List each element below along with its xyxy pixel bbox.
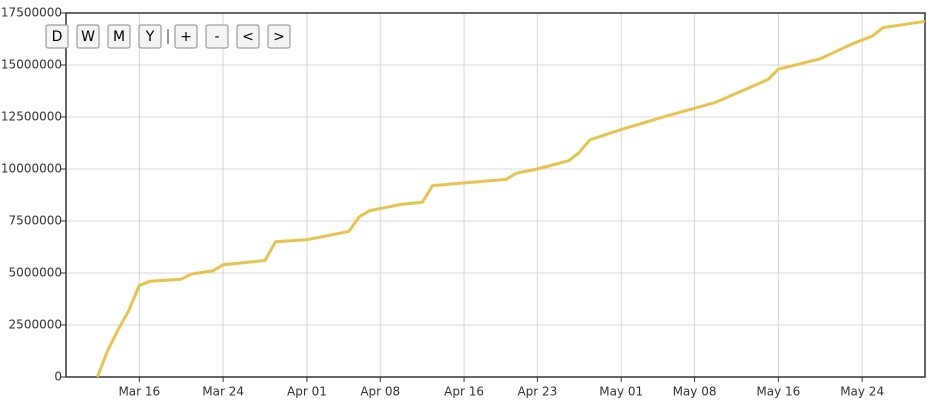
button-label: W bbox=[81, 29, 95, 45]
button-face bbox=[107, 24, 131, 49]
control-button[interactable]: < bbox=[236, 24, 260, 49]
y-tick-label: 5000000 bbox=[9, 266, 62, 280]
x-tick-label: May 16 bbox=[756, 385, 800, 399]
y-tick-label: 7500000 bbox=[9, 214, 62, 228]
x-tick-label: Apr 16 bbox=[444, 385, 484, 399]
button-label: < bbox=[242, 29, 254, 45]
button-face bbox=[76, 24, 100, 49]
x-tick-label: May 01 bbox=[599, 385, 643, 399]
button-face bbox=[174, 24, 198, 49]
button-face bbox=[267, 24, 291, 49]
button-face bbox=[236, 24, 260, 49]
button-label: M bbox=[113, 29, 125, 45]
control-button[interactable]: D bbox=[45, 24, 69, 49]
data-line bbox=[96, 19, 926, 378]
control-button[interactable]: W bbox=[76, 24, 100, 49]
x-tick-label: May 08 bbox=[673, 385, 717, 399]
y-tick-label: 17500000 bbox=[1, 6, 62, 20]
button-face bbox=[138, 24, 162, 49]
control-button[interactable]: Y bbox=[138, 24, 162, 49]
x-tick-label: May 24 bbox=[840, 385, 884, 399]
control-button[interactable]: M bbox=[107, 24, 131, 49]
button-face bbox=[205, 24, 229, 49]
button-label: + bbox=[180, 29, 192, 45]
button-label: - bbox=[214, 29, 219, 45]
y-tick-label: 10000000 bbox=[1, 162, 62, 176]
x-tick-label: Apr 01 bbox=[287, 385, 327, 399]
control-button[interactable]: + bbox=[174, 24, 198, 49]
button-label: Y bbox=[145, 29, 155, 45]
x-tick-label: Apr 23 bbox=[517, 385, 557, 399]
button-label: D bbox=[52, 29, 63, 45]
y-tick-label: 2500000 bbox=[9, 318, 62, 332]
y-tick-label: 0 bbox=[54, 370, 62, 384]
y-tick-label: 15000000 bbox=[1, 58, 62, 72]
button-face bbox=[45, 24, 69, 49]
y-tick-label: 12500000 bbox=[1, 110, 62, 124]
control-button[interactable]: > bbox=[267, 24, 291, 49]
x-tick-label: Mar 16 bbox=[118, 385, 160, 399]
button-label: > bbox=[273, 29, 285, 45]
x-tick-label: Mar 24 bbox=[202, 385, 244, 399]
x-tick-label: Apr 08 bbox=[360, 385, 400, 399]
control-button[interactable]: - bbox=[205, 24, 229, 49]
plot-frame bbox=[65, 12, 926, 378]
